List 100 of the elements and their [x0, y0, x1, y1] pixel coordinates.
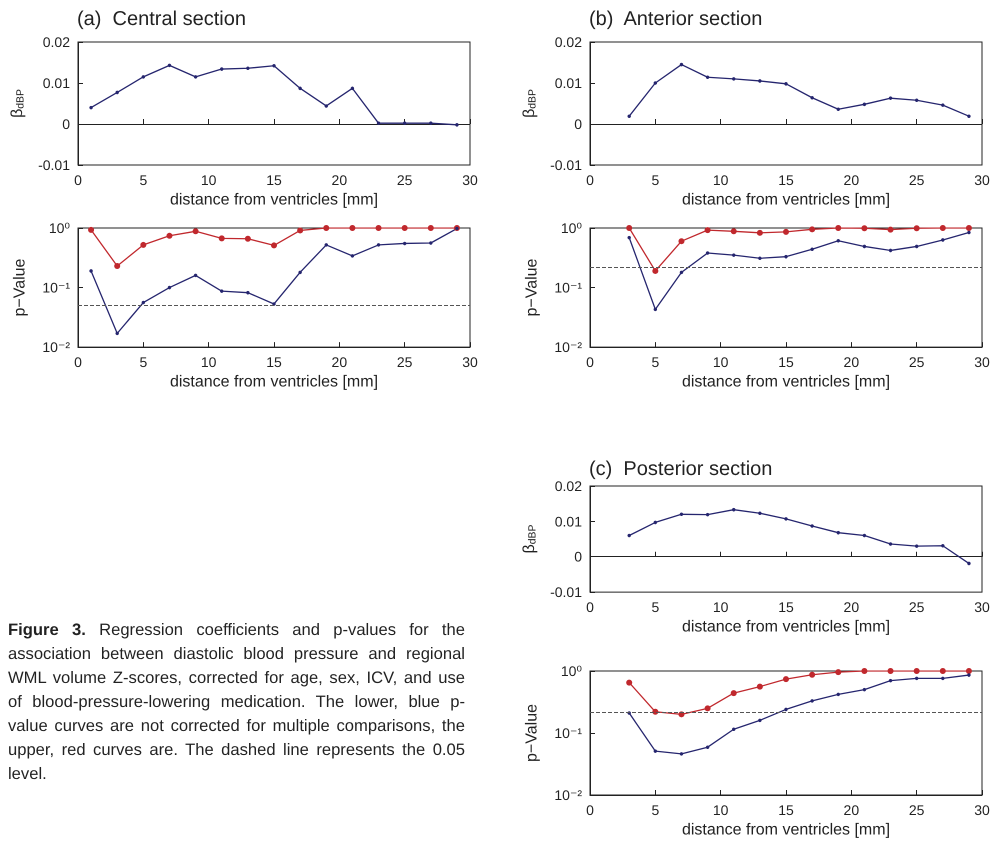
x-tick-label: 15	[266, 172, 282, 188]
point	[220, 289, 224, 293]
y-tick-label: 10⁻¹	[554, 280, 582, 296]
point	[142, 300, 146, 304]
x-tick-label: 25	[908, 599, 925, 616]
x-tick-label: 5	[651, 599, 660, 616]
point	[654, 520, 658, 524]
point	[783, 676, 789, 682]
point	[428, 225, 434, 231]
point	[376, 243, 380, 247]
point	[888, 226, 894, 233]
point	[914, 668, 920, 674]
point	[758, 79, 762, 83]
point	[836, 530, 840, 534]
x-tick-label: 20	[844, 354, 860, 370]
point	[940, 225, 946, 231]
point	[888, 668, 894, 674]
point	[350, 86, 354, 90]
point	[89, 106, 93, 110]
y-tick-label: 10⁻¹	[42, 280, 70, 296]
point	[706, 512, 710, 516]
point	[914, 244, 918, 248]
point	[654, 308, 658, 312]
point	[784, 82, 788, 86]
point	[784, 254, 788, 258]
point	[758, 511, 762, 515]
point	[680, 270, 684, 274]
x-tick-label: 5	[651, 802, 660, 818]
y-axis-title: βdBP	[520, 524, 538, 554]
x-axis-title: distance from ventricles [mm]	[682, 191, 890, 208]
point	[626, 680, 632, 686]
y-tick-label: 0.02	[42, 34, 70, 50]
x-axis-title: distance from ventricles [mm]	[170, 191, 378, 208]
x-tick-label: 10	[712, 354, 729, 370]
y-tick-label: 10⁰	[560, 220, 582, 236]
x-tick-label: 15	[778, 599, 794, 616]
x-tick-label: 10	[200, 172, 217, 188]
x-tick-label: 15	[778, 172, 794, 188]
x-tick-label: 25	[908, 172, 925, 188]
point	[298, 270, 302, 274]
y-tick-label: 10⁻²	[554, 787, 582, 803]
point	[809, 672, 816, 678]
y-tick-label: 0.02	[554, 478, 582, 494]
point	[654, 81, 658, 85]
point	[272, 64, 276, 68]
point	[376, 225, 382, 231]
point	[941, 103, 945, 107]
x-tick-label: 20	[332, 354, 348, 370]
point	[402, 121, 406, 125]
point	[704, 705, 711, 712]
point	[966, 225, 972, 231]
point	[706, 76, 710, 80]
point	[758, 256, 762, 260]
point	[810, 247, 814, 251]
point	[402, 225, 408, 231]
point	[730, 228, 737, 234]
point	[246, 290, 250, 294]
point	[835, 225, 842, 231]
point	[835, 669, 842, 676]
x-tick-label: 20	[332, 172, 348, 188]
point	[627, 236, 631, 240]
point	[914, 98, 918, 102]
x-tick-label: 0	[74, 354, 82, 370]
y-tick-label: 0	[62, 116, 70, 132]
point	[836, 239, 840, 243]
y-tick-label: 0	[574, 116, 582, 132]
point	[455, 123, 459, 127]
x-axis-title: distance from ventricles [mm]	[682, 374, 890, 390]
point	[861, 668, 868, 674]
x-tick-label: 0	[586, 354, 594, 370]
point	[140, 242, 146, 248]
y-tick-label: -0.01	[550, 157, 582, 173]
x-tick-label: 10	[200, 354, 217, 370]
y-tick-label: 10⁻²	[42, 339, 70, 356]
y-tick-label: 10⁰	[48, 220, 70, 236]
point	[732, 77, 736, 81]
point	[888, 248, 892, 252]
y-tick-label: 0.02	[554, 34, 582, 50]
point	[941, 544, 945, 548]
x-tick-label: 10	[712, 172, 729, 188]
point	[376, 121, 380, 125]
y-tick-label: 10⁰	[560, 663, 582, 679]
point	[244, 236, 251, 242]
point	[429, 121, 433, 125]
point	[914, 225, 920, 232]
point	[297, 227, 304, 234]
x-tick-label: 30	[974, 802, 990, 818]
x-tick-label: 15	[266, 354, 282, 370]
point	[652, 268, 658, 274]
y-tick-label: -0.01	[550, 584, 582, 600]
x-tick-label: 15	[778, 802, 794, 818]
point	[166, 232, 172, 239]
x-tick-label: 0	[74, 172, 82, 188]
x-tick-label: 25	[396, 354, 413, 370]
x-axis-title: distance from ventricles [mm]	[682, 618, 890, 636]
point	[756, 684, 763, 690]
point	[350, 254, 354, 258]
x-tick-label: 30	[974, 599, 990, 616]
x-axis-title: distance from ventricles [mm]	[170, 374, 378, 390]
x-tick-label: 30	[462, 354, 478, 370]
